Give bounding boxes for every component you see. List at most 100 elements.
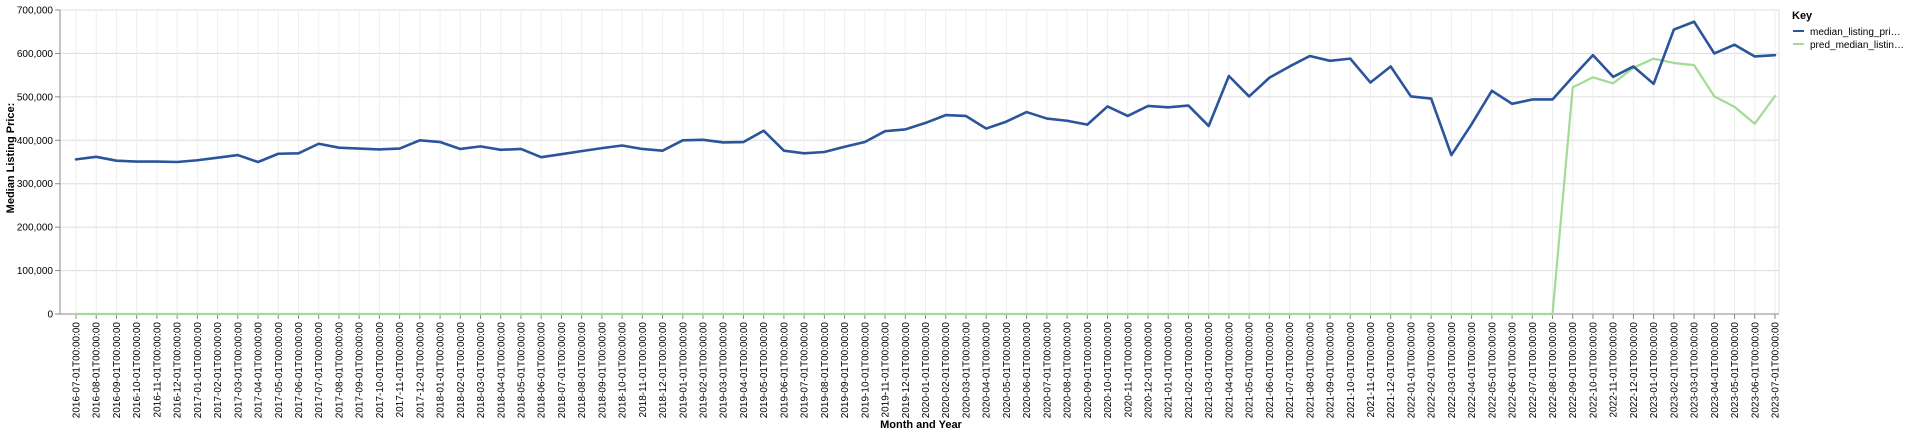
- x-tick-label: 2017-04-01T00:00:00: [254, 322, 265, 419]
- series-line-pred: [74, 57, 1777, 316]
- y-tick-label: 300,000: [17, 179, 54, 190]
- x-tick-label: 2019-02-01T00:00:00: [699, 322, 710, 419]
- x-tick-label: 2019-04-01T00:00:00: [739, 322, 750, 419]
- x-tick-label: 2020-10-01T00:00:00: [1103, 322, 1114, 419]
- x-tick-label: 2019-09-01T00:00:00: [840, 322, 851, 419]
- x-tick-label: 2019-01-01T00:00:00: [678, 322, 689, 419]
- plot-frame: [59, 9, 1780, 315]
- x-tick-label: 2022-10-01T00:00:00: [1588, 322, 1599, 419]
- x-tick-label: 2018-01-01T00:00:00: [436, 322, 447, 419]
- x-tick-label: 2018-11-01T00:00:00: [638, 322, 649, 418]
- x-tick-label: 2022-05-01T00:00:00: [1487, 322, 1498, 419]
- y-tick-label: 700,000: [17, 6, 54, 17]
- x-tick-label: 2022-12-01T00:00:00: [1629, 322, 1640, 419]
- x-tick-label: 2016-11-01T00:00:00: [152, 322, 163, 418]
- x-tick-label: 2023-06-01T00:00:00: [1750, 322, 1761, 419]
- x-axis-title: Month and Year: [880, 419, 962, 431]
- legend-label-median: median_listing_pri…: [1810, 27, 1901, 38]
- x-tick-label: 2016-12-01T00:00:00: [173, 322, 184, 419]
- x-tick-label: 2017-03-01T00:00:00: [233, 322, 244, 419]
- series-line-median: [74, 20, 1777, 164]
- x-tick-label: 2016-07-01T00:00:00: [72, 322, 83, 419]
- grid-lines: [59, 9, 1780, 315]
- x-tick-label: 2023-02-01T00:00:00: [1669, 322, 1680, 419]
- x-tick-label: 2023-07-01T00:00:00: [1771, 322, 1782, 419]
- x-tick-label: 2019-06-01T00:00:00: [779, 322, 790, 419]
- x-tick-label: 2023-05-01T00:00:00: [1730, 322, 1741, 419]
- x-tick-label: 2021-02-01T00:00:00: [1184, 322, 1195, 419]
- x-tick-label: 2022-06-01T00:00:00: [1508, 322, 1519, 419]
- x-tick-label: 2019-11-01T00:00:00: [881, 322, 892, 418]
- x-tick-label: 2017-02-01T00:00:00: [213, 322, 224, 419]
- x-tick-label: 2021-08-01T00:00:00: [1305, 322, 1316, 419]
- x-tick-label: 2020-12-01T00:00:00: [1143, 322, 1154, 419]
- x-tick-label: 2021-09-01T00:00:00: [1326, 322, 1337, 419]
- legend-item-median: median_listing_pri…: [1793, 27, 1901, 38]
- x-tick-label: 2019-03-01T00:00:00: [719, 322, 730, 419]
- x-tick-label: 2023-03-01T00:00:00: [1690, 322, 1701, 419]
- x-tick-label: 2017-08-01T00:00:00: [334, 322, 345, 419]
- x-tick-label: 2018-10-01T00:00:00: [618, 322, 629, 419]
- x-tick-label: 2021-11-01T00:00:00: [1366, 322, 1377, 418]
- x-tick-label: 2017-01-01T00:00:00: [193, 322, 204, 419]
- x-tick-label: 2017-06-01T00:00:00: [294, 322, 305, 419]
- x-tick-label: 2016-09-01T00:00:00: [112, 322, 123, 419]
- x-tick-label: 2022-08-01T00:00:00: [1548, 322, 1559, 419]
- x-tick-label: 2022-09-01T00:00:00: [1568, 322, 1579, 419]
- x-tick-label: 2022-04-01T00:00:00: [1467, 322, 1478, 419]
- x-tick-label: 2021-05-01T00:00:00: [1245, 322, 1256, 419]
- x-tick-label: 2017-11-01T00:00:00: [395, 322, 406, 418]
- x-tick-label: 2020-08-01T00:00:00: [1063, 322, 1074, 419]
- x-tick-label: 2023-01-01T00:00:00: [1649, 322, 1660, 419]
- x-axis: 2016-07-01T00:00:00 2016-08-01T00:00:00 20…: [60, 313, 1782, 419]
- x-tick-label: 2017-10-01T00:00:00: [375, 322, 386, 419]
- legend-item-pred: pred_median_listin…: [1793, 40, 1904, 51]
- x-tick-label: 2020-01-01T00:00:00: [921, 322, 932, 419]
- x-tick-label: 2017-05-01T00:00:00: [274, 322, 285, 419]
- x-tick-label: 2018-08-01T00:00:00: [577, 322, 588, 419]
- x-tick-label: 2016-08-01T00:00:00: [92, 322, 103, 419]
- x-tick-label: 2018-06-01T00:00:00: [537, 322, 548, 419]
- legend-title: Key: [1792, 10, 1813, 22]
- x-tick-label: 2022-01-01T00:00:00: [1406, 322, 1417, 419]
- x-tick-label: 2021-06-01T00:00:00: [1265, 322, 1276, 419]
- x-tick-label: 2019-07-01T00:00:00: [800, 322, 811, 419]
- x-tick-label: 2020-03-01T00:00:00: [961, 322, 972, 419]
- x-tick-label: 2020-09-01T00:00:00: [1083, 322, 1094, 419]
- x-tick-label: 2018-07-01T00:00:00: [557, 322, 568, 419]
- x-tick-label: 2017-09-01T00:00:00: [355, 322, 366, 419]
- x-tick-label: 2019-05-01T00:00:00: [759, 322, 770, 419]
- y-axis: 0 100,000 200,000 300,000 400,000 500,000 600,…: [17, 6, 61, 321]
- legend-label-pred: pred_median_listin…: [1810, 40, 1904, 51]
- x-tick-label: 2018-05-01T00:00:00: [516, 322, 527, 419]
- x-tick-label: 2018-02-01T00:00:00: [456, 322, 467, 419]
- x-tick-label: 2022-11-01T00:00:00: [1609, 322, 1620, 418]
- y-tick-label: 600,000: [17, 49, 54, 60]
- x-tick-label: 2016-10-01T00:00:00: [132, 322, 143, 419]
- x-tick-label: 2020-11-01T00:00:00: [1123, 322, 1134, 418]
- series-lines: [74, 20, 1777, 316]
- x-tick-label: 2018-04-01T00:00:00: [496, 322, 507, 419]
- x-tick-label: 2017-12-01T00:00:00: [415, 322, 426, 419]
- x-tick-label: 2021-04-01T00:00:00: [1224, 322, 1235, 419]
- x-tick-label: 2018-03-01T00:00:00: [476, 322, 487, 419]
- x-tick-label: 2019-08-01T00:00:00: [820, 322, 831, 419]
- x-tick-label: 2022-03-01T00:00:00: [1447, 322, 1458, 419]
- legend: Key median_listing_pri… pred_median_list…: [1792, 10, 1904, 51]
- y-axis-title: Median Listing Price:: [5, 103, 17, 214]
- y-tick-label: 200,000: [17, 223, 54, 234]
- y-tick-label: 400,000: [17, 136, 54, 147]
- x-tick-label: 2020-04-01T00:00:00: [982, 322, 993, 419]
- x-tick-label: 2019-12-01T00:00:00: [901, 322, 912, 419]
- x-tick-label: 2022-07-01T00:00:00: [1528, 322, 1539, 419]
- x-tick-label: 2020-02-01T00:00:00: [941, 322, 952, 419]
- x-tick-label: 2021-12-01T00:00:00: [1386, 322, 1397, 419]
- y-tick-label: 500,000: [17, 92, 54, 103]
- x-tick-label: 2021-07-01T00:00:00: [1285, 322, 1296, 419]
- x-tick-label: 2022-02-01T00:00:00: [1427, 322, 1438, 419]
- x-tick-label: 2023-04-01T00:00:00: [1710, 322, 1721, 419]
- x-tick-label: 2017-07-01T00:00:00: [314, 322, 325, 419]
- y-tick-label: 0: [47, 310, 53, 321]
- x-tick-label: 2020-06-01T00:00:00: [1022, 322, 1033, 419]
